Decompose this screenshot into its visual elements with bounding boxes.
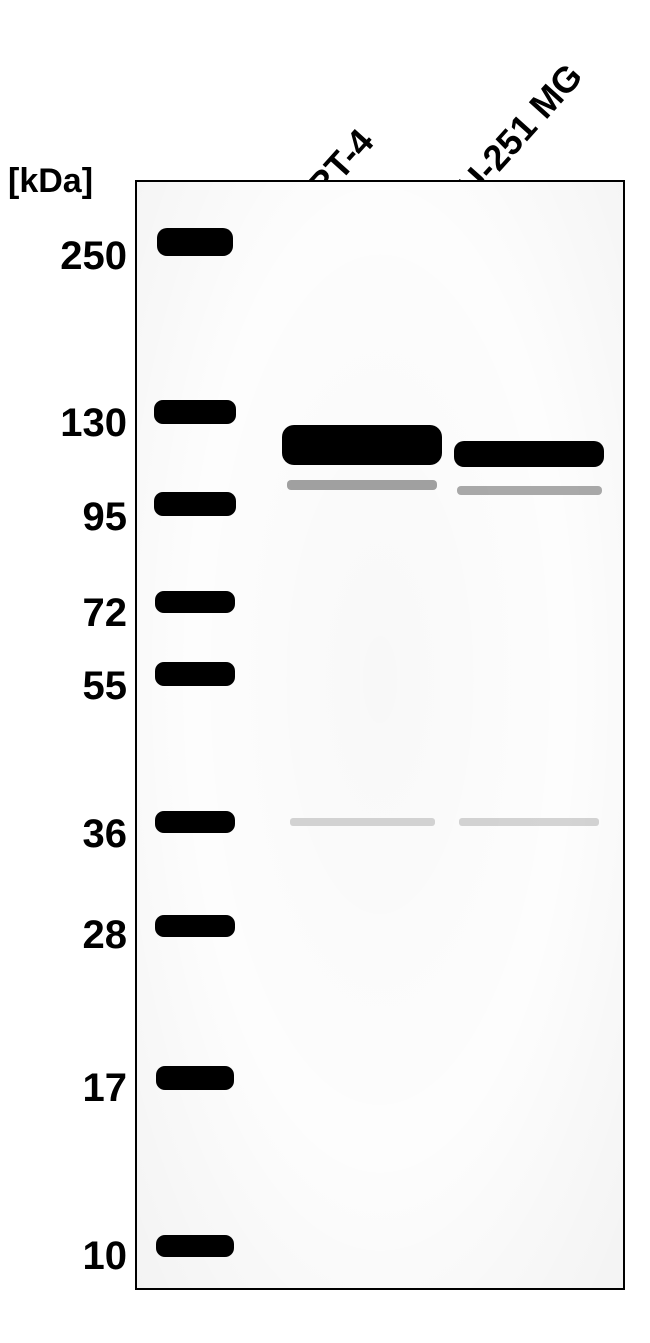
protein-band bbox=[157, 228, 233, 256]
protein-band bbox=[154, 492, 236, 516]
protein-band bbox=[287, 480, 437, 490]
protein-band bbox=[156, 1235, 234, 1257]
tick-label: 250 bbox=[60, 234, 127, 279]
protein-band bbox=[290, 818, 435, 826]
blot-background-gradient bbox=[137, 182, 623, 1288]
protein-band bbox=[454, 441, 604, 467]
protein-band bbox=[282, 425, 442, 465]
tick-label: 17 bbox=[83, 1066, 128, 1111]
protein-band bbox=[156, 1066, 234, 1090]
tick-label: 36 bbox=[83, 812, 128, 857]
western-blot-figure: [kDa] 25013095725536281710 RT-4U-251 MG bbox=[0, 0, 650, 1343]
axis-unit-label: [kDa] bbox=[8, 162, 93, 201]
tick-label: 28 bbox=[83, 913, 128, 958]
protein-band bbox=[155, 662, 235, 686]
blot-membrane bbox=[135, 180, 625, 1290]
tick-label: 95 bbox=[83, 495, 128, 540]
tick-label: 130 bbox=[60, 401, 127, 446]
tick-label: 10 bbox=[83, 1234, 128, 1279]
protein-band bbox=[459, 818, 599, 826]
protein-band bbox=[457, 486, 602, 495]
protein-band bbox=[155, 811, 235, 833]
tick-label: 72 bbox=[83, 591, 128, 636]
protein-band bbox=[154, 400, 236, 424]
tick-label: 55 bbox=[83, 664, 128, 709]
protein-band bbox=[155, 591, 235, 613]
protein-band bbox=[155, 915, 235, 937]
